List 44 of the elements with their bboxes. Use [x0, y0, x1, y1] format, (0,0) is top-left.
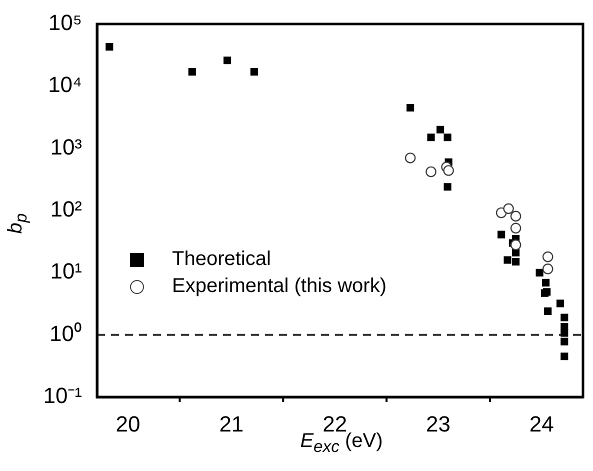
point [498, 230, 506, 238]
point [560, 338, 568, 346]
x-tick-label: 24 [529, 411, 554, 436]
point [444, 183, 452, 191]
legend-label: Experimental (this work) [172, 275, 387, 298]
point [106, 43, 114, 51]
point [542, 251, 554, 262]
legend-label: Theoretical [172, 248, 271, 271]
point [512, 248, 520, 256]
point [536, 268, 544, 276]
point [406, 104, 414, 112]
y-tick-label: 10⁴ [48, 72, 82, 98]
point [560, 314, 568, 322]
point [250, 68, 258, 76]
point [560, 329, 568, 337]
point [444, 134, 452, 142]
y-tick-label: 10¹ [50, 258, 82, 284]
point [188, 68, 196, 76]
point [436, 126, 444, 134]
y-tick-label: 10³ [50, 134, 82, 160]
y-tick-label: 10⁵ [48, 10, 82, 36]
point [542, 278, 550, 286]
point [404, 152, 416, 164]
point [510, 210, 522, 222]
y-tick-label: 10² [50, 196, 82, 222]
point [426, 166, 436, 178]
point [560, 352, 568, 360]
point [540, 289, 549, 297]
point [510, 239, 522, 250]
point [544, 307, 552, 315]
x-tick-label: 23 [426, 411, 450, 436]
point [443, 165, 454, 176]
point [542, 263, 554, 274]
point [503, 203, 514, 214]
point [556, 300, 564, 308]
point [512, 258, 520, 266]
y-tick-label: 10⁰ [50, 320, 82, 346]
point [504, 256, 512, 264]
point [510, 222, 522, 234]
x-tick-label: 21 [219, 411, 244, 436]
point [224, 56, 232, 64]
x-tick-label: 20 [116, 411, 140, 436]
y-tick-label: 10⁻¹ [43, 383, 82, 408]
point [427, 134, 435, 142]
